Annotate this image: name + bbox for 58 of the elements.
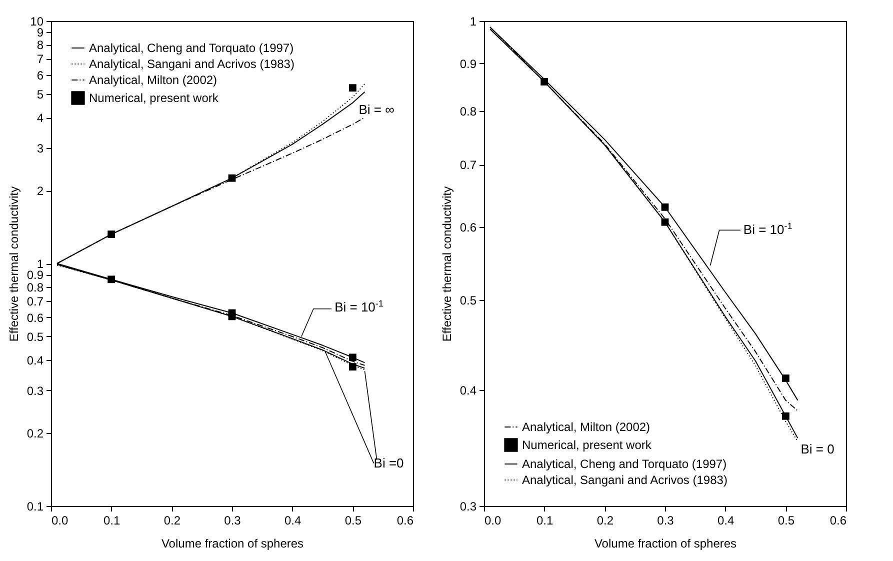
x-tick-label: 0.6 xyxy=(830,514,847,528)
y-tick-label: 0.2 xyxy=(26,426,44,440)
y-tick-label: 8 xyxy=(36,38,44,52)
y-tick-label: 10 xyxy=(30,14,44,28)
x-tick-label: 0.5 xyxy=(778,514,795,528)
y-tick-label: 1 xyxy=(36,257,44,271)
annotation: Bi =0 xyxy=(374,455,404,470)
y-tick-label: 2 xyxy=(36,184,44,198)
legend-label: Numerical, present work xyxy=(522,438,652,452)
y-tick-label: 0.4 xyxy=(460,384,477,398)
y-tick-label: 0.9 xyxy=(26,268,44,282)
y-tick-label: 0.9 xyxy=(460,56,477,71)
y-tick-label: 0.3 xyxy=(26,384,44,398)
x-tick-label: 0.4 xyxy=(284,514,302,528)
x-axis-title: Volume fraction of spheres xyxy=(161,536,304,550)
y-tick-label: 5 xyxy=(36,88,44,102)
legend-label: Analytical, Milton (2002) xyxy=(89,73,218,87)
y-tick-label: 4 xyxy=(36,111,44,125)
x-tick-label: 0.2 xyxy=(164,514,181,528)
legend-label: Analytical, Milton (2002) xyxy=(522,420,650,434)
y-tick-label: 0.8 xyxy=(460,104,477,118)
y-tick-label: 0.5 xyxy=(460,294,477,308)
y-tick-label: 3 xyxy=(36,141,44,156)
y-axis-title: Effective thermal conductivity xyxy=(6,186,21,342)
y-tick-label: 0.6 xyxy=(460,220,477,234)
y-tick-label: 0.3 xyxy=(460,500,477,514)
y-tick-label: 0.1 xyxy=(26,500,44,514)
x-tick-label: 0.5 xyxy=(344,514,362,528)
x-tick-label: 0.3 xyxy=(224,514,242,528)
y-tick-label: 0.8 xyxy=(26,280,44,294)
x-tick-label: 0.1 xyxy=(103,514,120,528)
y-tick-label: 0.4 xyxy=(26,354,44,368)
legend-label: Analytical, Cheng and Torquato (1997) xyxy=(89,41,294,55)
annotation: Bi = ∞ xyxy=(358,102,394,117)
x-axis-title: Volume fraction of spheres xyxy=(594,536,737,550)
legend-label: Numerical, present work xyxy=(89,91,220,105)
y-tick-label: 7 xyxy=(36,52,44,66)
legend-label: Analytical, Cheng and Torquato (1997) xyxy=(522,457,727,471)
x-tick-label: 0.2 xyxy=(596,514,614,528)
x-tick-label: 0.3 xyxy=(657,514,674,528)
x-tick-label: 0.0 xyxy=(52,514,69,528)
legend-label: Analytical, Sangani and Acrivos (1983) xyxy=(89,57,294,71)
x-tick-label: 0.0 xyxy=(484,514,502,528)
x-tick-label: 0.6 xyxy=(396,514,414,528)
y-tick-label: 0.7 xyxy=(460,158,477,172)
annotation: Bi = 0 xyxy=(800,442,834,457)
y-tick-label: 0.5 xyxy=(26,330,44,344)
y-tick-label: 0.6 xyxy=(26,310,44,325)
y-tick-label: 0.7 xyxy=(26,294,44,309)
y-tick-label: 1 xyxy=(470,14,477,28)
annotation: Bi = 10$^{-1}$ xyxy=(743,221,792,238)
x-tick-label: 0.1 xyxy=(536,514,554,528)
x-tick-label: 0.4 xyxy=(717,514,734,528)
y-axis-title: Effective thermal conductivity xyxy=(440,186,454,342)
annotation: Bi = 10$^{-1}$ xyxy=(334,298,384,314)
legend-label: Analytical, Sangani and Acrivos (1983) xyxy=(522,473,728,487)
y-tick-label: 6 xyxy=(36,68,44,82)
y-tick-label: 9 xyxy=(36,26,44,40)
